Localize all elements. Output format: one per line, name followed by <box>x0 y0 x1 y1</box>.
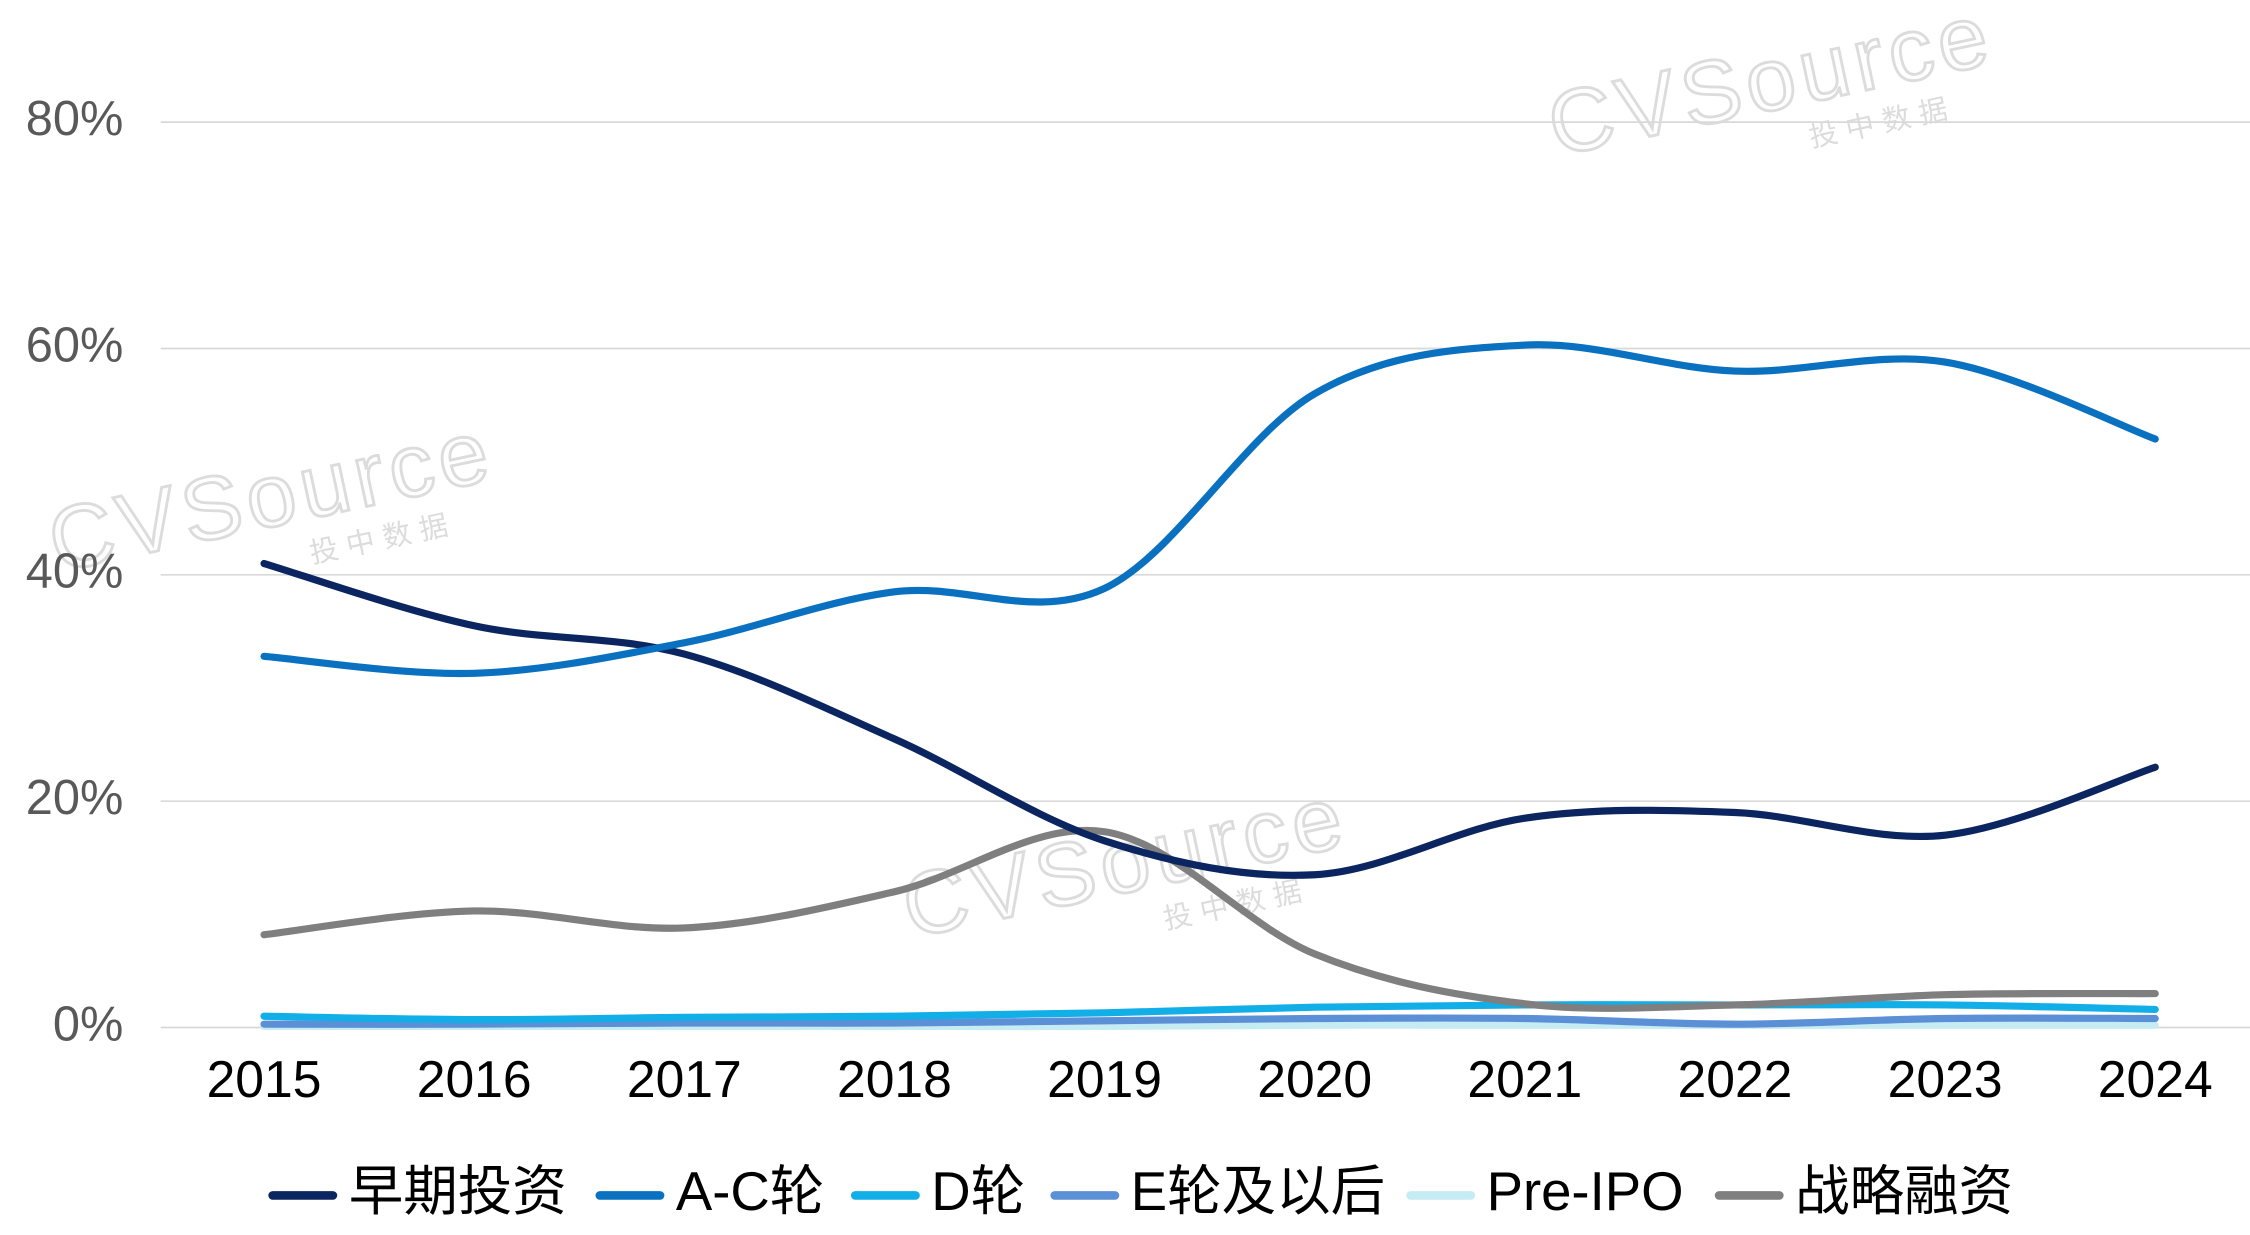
x-tick-label: 2019 <box>1047 1050 1162 1108</box>
watermark-text: CVSource <box>1539 0 2001 175</box>
series-line <box>260 1000 2159 1024</box>
series-line <box>260 826 2159 1012</box>
legend-label: 战略融资 <box>1795 1161 2013 1222</box>
series-line <box>260 559 2159 879</box>
x-tick-label: 2024 <box>2098 1050 2213 1108</box>
legend-label: Pre-IPO <box>1487 1161 1684 1222</box>
x-tick-label: 2016 <box>417 1050 532 1108</box>
x-tick-label: 2015 <box>207 1050 322 1108</box>
y-tick-label: 60% <box>26 318 124 372</box>
legend-label: E轮及以后 <box>1131 1161 1385 1222</box>
x-tick-label: 2022 <box>1678 1050 1793 1108</box>
watermark-text: CVSource <box>894 765 1356 957</box>
legend-label: D轮 <box>931 1161 1025 1222</box>
x-tick-label: 2017 <box>627 1050 742 1108</box>
x-tick-label: 2021 <box>1467 1050 1582 1108</box>
x-tick-label: 2023 <box>1888 1050 2003 1108</box>
x-tick-label: 2020 <box>1257 1050 1372 1108</box>
legend-label: A-C轮 <box>676 1161 824 1222</box>
y-tick-label: 40% <box>26 545 124 599</box>
series-line <box>260 341 2159 678</box>
series-line <box>260 1014 2159 1028</box>
y-tick-label: 20% <box>26 771 124 825</box>
y-tick-label: 0% <box>53 997 123 1051</box>
x-tick-label: 2018 <box>837 1050 952 1108</box>
legend-label: 早期投资 <box>349 1161 567 1222</box>
y-tick-label: 80% <box>26 92 124 146</box>
